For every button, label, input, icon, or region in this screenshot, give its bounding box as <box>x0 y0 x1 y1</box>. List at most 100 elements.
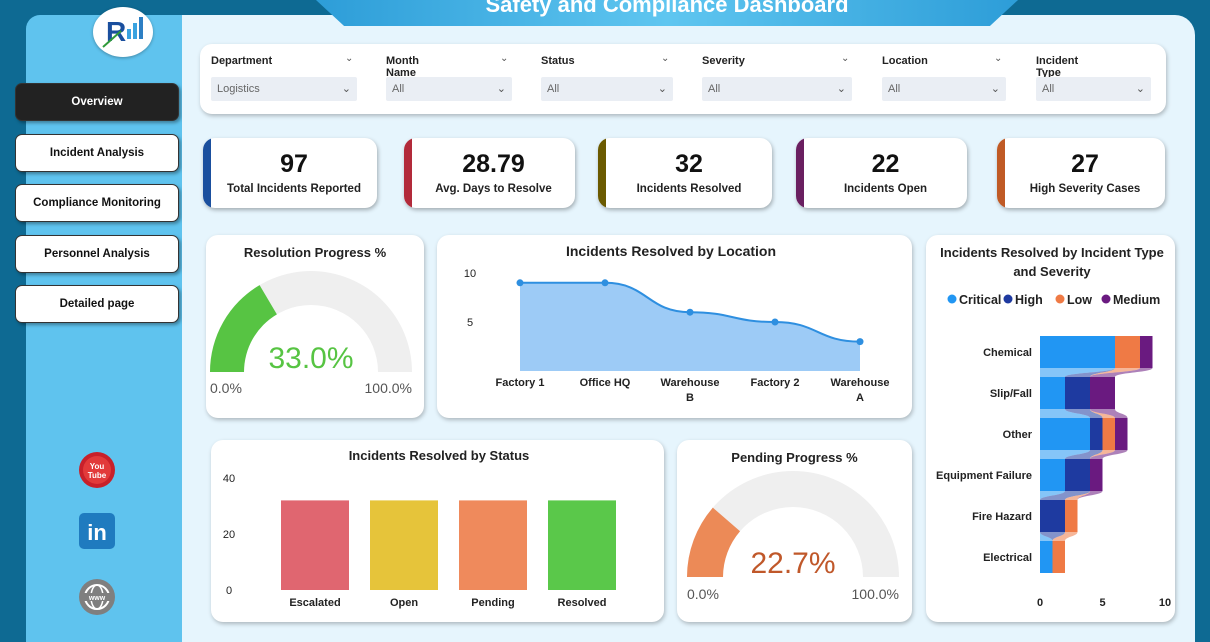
x-tick-label: 10 <box>1159 597 1171 609</box>
page-title: Safety and Compliance Dashboard <box>485 0 849 17</box>
bar-segment[interactable] <box>1102 418 1116 450</box>
chevron-down-icon[interactable]: ⌄ <box>994 53 1003 64</box>
data-point[interactable] <box>771 318 779 326</box>
bar[interactable] <box>370 500 438 590</box>
bar-segment[interactable] <box>1090 377 1115 409</box>
linkedin-icon[interactable]: in <box>78 512 116 550</box>
bar-segment[interactable] <box>1040 418 1090 450</box>
website-globe-icon[interactable]: www <box>78 578 116 616</box>
kpi-label: Incidents Open <box>843 183 928 195</box>
kpi-accent-bar <box>796 138 804 208</box>
chart-title: Resolution Progress % <box>243 245 387 260</box>
ribbon <box>1065 409 1103 418</box>
select-value: All <box>392 83 405 95</box>
bar-segment[interactable] <box>1090 459 1103 491</box>
youtube-icon[interactable]: You Tube <box>78 451 116 489</box>
legend-label: High <box>1015 293 1043 307</box>
ribbon <box>1090 368 1153 377</box>
kpi-value: 32 <box>675 150 703 178</box>
bar-segment[interactable] <box>1040 459 1065 491</box>
data-point[interactable] <box>601 279 609 287</box>
kpi-avg-days-to-resolve: 28.79 Avg. Days to Resolve <box>404 138 575 208</box>
kpi-accent-bar <box>203 138 211 208</box>
y-tick-label: Slip/Fall <box>990 388 1032 400</box>
gauge-track <box>687 471 899 577</box>
nav-detailed-page-button[interactable]: Detailed page <box>15 285 179 323</box>
filter-label: Month Name <box>386 55 419 79</box>
bar[interactable] <box>281 500 349 590</box>
kpi-value: 97 <box>280 150 308 178</box>
data-point[interactable] <box>516 279 524 287</box>
nav-incident-analysis-button[interactable]: Incident Analysis <box>15 134 179 172</box>
bar-segment[interactable] <box>1115 418 1128 450</box>
bar[interactable] <box>459 500 527 590</box>
department-select[interactable]: Logistics ⌄ <box>211 77 357 101</box>
ribbon <box>1052 532 1078 541</box>
bar-segment[interactable] <box>1040 541 1053 573</box>
kpi-total-incidents: 97 Total Incidents Reported <box>203 138 377 208</box>
bar-segment[interactable] <box>1065 459 1090 491</box>
gauge-min-label: 0.0% <box>687 586 719 602</box>
y-tick-label: Other <box>1003 429 1033 441</box>
incidents-by-location-card: Incidents Resolved by Location 10 5 Factor… <box>437 235 912 418</box>
chevron-down-icon[interactable]: ⌄ <box>345 53 354 64</box>
bar[interactable] <box>548 500 616 590</box>
x-tick-label: Warehouse B <box>661 377 720 404</box>
chart-title: Incidents Resolved by Location <box>566 243 776 259</box>
area-fill <box>520 282 860 371</box>
nav-personnel-analysis-button[interactable]: Personnel Analysis <box>15 235 179 273</box>
month-name-select[interactable]: All ⌄ <box>386 77 512 101</box>
nav-compliance-monitoring-button[interactable]: Compliance Monitoring <box>15 184 179 222</box>
chevron-down-icon[interactable]: ⌄ <box>500 53 509 64</box>
ribbon <box>1040 450 1090 459</box>
kpi-incidents-open: 22 Incidents Open <box>796 138 967 208</box>
incidents-by-type-severity-chart: Incidents Resolved by Incident Type and S… <box>936 245 1171 609</box>
x-tick-label: Warehouse A <box>831 377 890 404</box>
chevron-down-icon[interactable]: ⌄ <box>841 53 850 64</box>
bar-segment[interactable] <box>1065 377 1090 409</box>
ribbon <box>1040 409 1090 418</box>
bar-segment[interactable] <box>1115 336 1140 368</box>
x-tick-label: Factory 1 <box>496 377 545 389</box>
ribbon <box>1040 491 1090 500</box>
legend-marker <box>1003 294 1013 304</box>
chart-title: and Severity <box>1013 264 1091 279</box>
legend-label: Low <box>1067 293 1092 307</box>
bar-segment[interactable] <box>1040 500 1065 532</box>
status-select[interactable]: All ⌄ <box>541 77 673 101</box>
bar-segment[interactable] <box>1040 377 1065 409</box>
bar-segment[interactable] <box>1140 336 1153 368</box>
chevron-down-icon: ⌄ <box>1135 83 1145 95</box>
x-tick-label: 0 <box>1037 597 1043 609</box>
bar-segment[interactable] <box>1065 500 1078 532</box>
chevron-down-icon: ⌄ <box>657 83 667 95</box>
data-point[interactable] <box>856 338 864 346</box>
bar-segment[interactable] <box>1052 541 1066 573</box>
x-tick-label: Office HQ <box>580 377 631 389</box>
chevron-down-icon: ⌄ <box>836 83 846 95</box>
bar-segment[interactable] <box>1040 336 1115 368</box>
gauge-max-label: 100.0% <box>852 586 899 602</box>
data-point[interactable] <box>686 308 694 316</box>
chart-title: Pending Progress % <box>731 450 858 465</box>
location-select[interactable]: All ⌄ <box>882 77 1006 101</box>
y-tick-label: 40 <box>223 473 235 485</box>
legend-label: Medium <box>1113 293 1160 307</box>
kpi-value: 27 <box>1071 150 1099 178</box>
kpi-value: 22 <box>871 150 900 178</box>
chevron-down-icon[interactable]: ⌄ <box>661 53 670 64</box>
youtube-text-line: You <box>90 462 105 471</box>
nav-overview-button[interactable]: Overview <box>15 83 179 121</box>
brand-logo: R <box>93 7 153 57</box>
y-tick-label: Equipment Failure <box>936 470 1032 482</box>
bar-segment[interactable] <box>1090 418 1103 450</box>
ribbon <box>1090 450 1128 459</box>
ribbon <box>1077 491 1103 500</box>
severity-select[interactable]: All ⌄ <box>702 77 852 101</box>
x-tick-label: Open <box>390 597 418 609</box>
x-tick-label: Resolved <box>558 597 607 609</box>
website-icon-text: www <box>88 595 106 602</box>
legend-marker <box>947 294 957 304</box>
incident-type-select[interactable]: All ⌄ <box>1036 77 1151 101</box>
select-value: All <box>708 83 721 95</box>
